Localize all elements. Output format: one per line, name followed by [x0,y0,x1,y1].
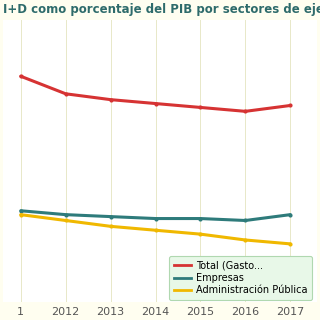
Legend: Total (Gasto..., Empresas, Administración Pública: Total (Gasto..., Empresas, Administració… [169,256,312,300]
Text: I+D como porcentaje del PIB por sectores de ejecución: I+D como porcentaje del PIB por sectores… [3,3,320,16]
